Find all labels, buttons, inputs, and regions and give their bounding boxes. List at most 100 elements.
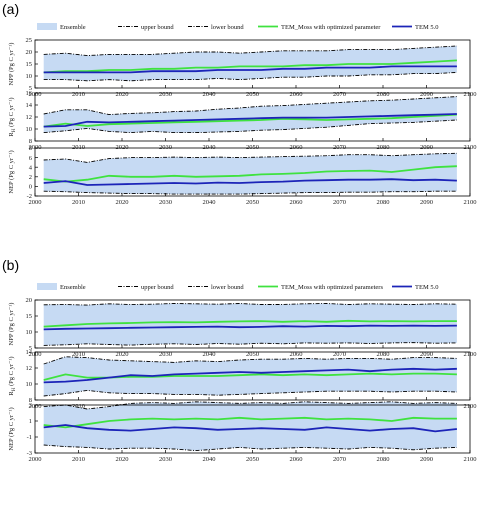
x-tick-label: 2030 xyxy=(159,351,172,358)
legend-item-tem-moss-with-optimized-parameter: TEM_Moss with optimized parameter xyxy=(258,24,381,31)
tem50-line xyxy=(43,178,457,186)
tem50-line xyxy=(43,367,457,384)
legend-group-2: (b) Ensemble upper bound lower bound TEM_Mos… xyxy=(2,257,438,291)
chart-panel-5: 8101214200020102020203020402050206020702… xyxy=(8,349,477,410)
x-tick-label: 2070 xyxy=(333,456,346,463)
x-tick-label: 2040 xyxy=(203,351,216,358)
x-tick-label: 2040 xyxy=(203,199,216,206)
legend-label: upper bound xyxy=(141,284,174,291)
legend-label: TEM 5.0 xyxy=(415,24,438,31)
x-tick-label: 2050 xyxy=(246,91,259,98)
x-tick-label: 2030 xyxy=(159,199,172,206)
tem-moss-line xyxy=(43,113,457,128)
legend-group-1: (a) Ensemble upper bound lower bound TEM_Mos… xyxy=(2,1,438,31)
y-tick-label: 12 xyxy=(26,365,33,372)
x-tick-label: 2060 xyxy=(290,199,303,206)
x-tick-label: 2090 xyxy=(420,351,433,358)
legend-label: TEM 5.0 xyxy=(415,284,438,291)
tem50-line xyxy=(43,113,457,128)
y-axis-label: NEP (Pg C yr⁻¹) xyxy=(8,407,15,450)
tem-moss-line xyxy=(43,165,457,183)
tem-moss-line xyxy=(43,59,457,74)
x-tick-label: 2010 xyxy=(72,403,85,410)
y-axis-label: RH (Pg C yr⁻¹) xyxy=(8,356,17,395)
legend-item-upper-bound: upper bound xyxy=(118,24,174,31)
x-tick-label: 2090 xyxy=(420,199,433,206)
y-tick-label: 5 xyxy=(29,85,32,92)
x-tick-label: 2010 xyxy=(72,199,85,206)
x-tick-label: 2050 xyxy=(246,199,259,206)
x-tick-label: 2070 xyxy=(333,91,346,98)
x-tick-label: 2060 xyxy=(290,351,303,358)
panel-label: (a) xyxy=(2,1,19,17)
x-tick-label: 2050 xyxy=(246,351,259,358)
x-tick-label: 2000 xyxy=(29,144,42,151)
panel-label: (b) xyxy=(2,257,19,273)
x-tick-label: 2090 xyxy=(420,144,433,151)
y-tick-label: 14 xyxy=(26,349,33,356)
chart-panel-6: -3 -1 1 3 2000 2010 2020 2030 2040 2050 2060 2070 20… xyxy=(8,401,477,463)
x-tick-label: 2040 xyxy=(203,144,216,151)
y-tick-label: 5 xyxy=(29,345,32,352)
x-tick-label: 2020 xyxy=(116,144,129,151)
upper-bound-line xyxy=(43,96,457,116)
x-tick-label: 2100 xyxy=(464,199,477,206)
x-tick-label: 2070 xyxy=(333,351,346,358)
upper-bound-line xyxy=(43,152,457,163)
y-tick-label: 8 xyxy=(29,138,32,145)
x-tick-label: 2020 xyxy=(116,199,129,206)
ensemble-band xyxy=(43,356,457,396)
legend-item-ensemble: Ensemble xyxy=(37,23,86,31)
y-tick-label: -3 xyxy=(27,450,32,457)
legend-item-ensemble: Ensemble xyxy=(37,283,86,291)
legend-item-tem-5-0: TEM 5.0 xyxy=(392,284,438,291)
y-tick-label: 4 xyxy=(29,164,33,171)
tem50-line xyxy=(43,65,457,74)
x-tick-label: 2080 xyxy=(377,91,390,98)
ensemble-band xyxy=(43,96,457,133)
x-tick-label: 2050 xyxy=(246,144,259,151)
lower-bound-line xyxy=(43,71,457,82)
legend-item-upper-bound: upper bound xyxy=(118,284,174,291)
chart-panel-2: 8 10 12 14 16 2000 2010 2020 2030 2040 2050 2060 207… xyxy=(8,90,477,151)
x-tick-label: 2070 xyxy=(333,199,346,206)
ensemble-band xyxy=(43,153,457,195)
x-tick-label: 2050 xyxy=(246,456,259,463)
x-tick-label: 2000 xyxy=(29,456,42,463)
y-tick-label: 25 xyxy=(26,37,33,44)
x-tick-label: 2060 xyxy=(290,91,303,98)
x-tick-label: 2100 xyxy=(464,456,477,463)
legend-label: lower bound xyxy=(211,284,244,291)
lower-bound-line xyxy=(43,190,457,195)
x-tick-label: 2040 xyxy=(203,91,216,98)
x-tick-label: 2070 xyxy=(333,144,346,151)
x-tick-label: 2060 xyxy=(290,144,303,151)
legend-label: Ensemble xyxy=(60,24,86,31)
x-tick-label: 2080 xyxy=(377,351,390,358)
tem50-line xyxy=(43,424,457,433)
x-tick-label: 2020 xyxy=(116,456,129,463)
legend-label: TEM_Moss with optimized parameter xyxy=(281,24,381,31)
y-tick-label: -2 xyxy=(27,193,32,200)
y-tick-label: 3 xyxy=(29,402,32,409)
upper-bound-line xyxy=(43,45,457,57)
y-axis-label: NPP (Pg C yr⁻¹) xyxy=(8,303,15,346)
legend-item-lower-bound: lower bound xyxy=(188,284,244,291)
x-tick-label: 2080 xyxy=(377,456,390,463)
legend-label: lower bound xyxy=(211,24,244,31)
y-tick-label: 12 xyxy=(26,114,33,121)
y-tick-label: 20 xyxy=(26,297,33,304)
y-tick-label: 10 xyxy=(26,381,33,388)
y-tick-label: 15 xyxy=(26,313,33,320)
y-tick-label: 14 xyxy=(26,102,33,109)
y-tick-label: 8 xyxy=(29,397,32,404)
y-tick-label: -1 xyxy=(27,434,32,441)
y-tick-label: 10 xyxy=(26,126,33,133)
x-tick-label: 2080 xyxy=(377,199,390,206)
upper-bound-line xyxy=(43,356,457,365)
y-tick-label: 15 xyxy=(26,61,33,68)
x-tick-label: 2030 xyxy=(159,456,172,463)
